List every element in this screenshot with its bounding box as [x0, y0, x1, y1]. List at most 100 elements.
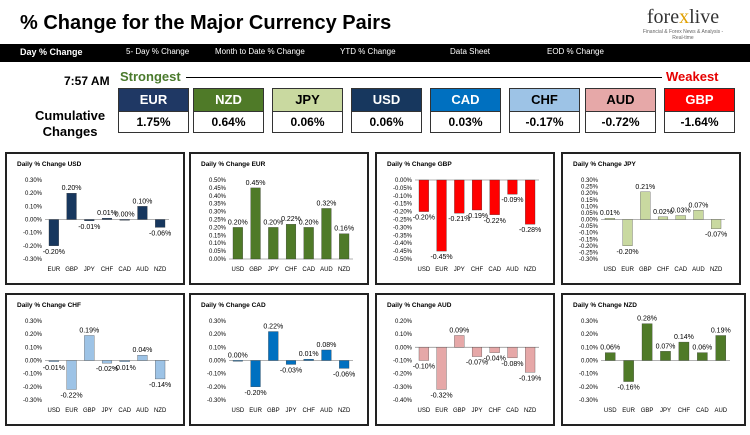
- y-tick-label: 0.30%: [25, 319, 43, 325]
- currency-code: JPY: [272, 88, 343, 112]
- currency-box-chf: CHF -0.17%: [509, 88, 580, 133]
- x-tick-label: USD: [232, 408, 245, 414]
- currency-change-value: 1.75%: [118, 112, 189, 133]
- bar-gbp: [268, 331, 279, 361]
- currency-code: AUD: [585, 88, 656, 112]
- x-tick-label: CHF: [101, 267, 114, 273]
- y-tick-label: 0.10%: [25, 204, 43, 210]
- x-tick-label: AUD: [320, 408, 333, 414]
- chart-title: Daily % Change NZD: [573, 302, 637, 309]
- data-label: 0.06%: [692, 345, 712, 352]
- currency-change-value: 0.64%: [193, 112, 264, 133]
- bar-aud: [137, 206, 148, 220]
- bar-chf: [471, 179, 483, 211]
- data-label: 0.01%: [600, 210, 620, 217]
- bar-nzd: [155, 219, 166, 228]
- data-label: -0.20%: [244, 390, 266, 397]
- y-tick-label: 0.00%: [209, 257, 227, 263]
- currency-change-value: 0.06%: [351, 112, 422, 133]
- bar-eur: [48, 219, 59, 246]
- chart-title: Daily % Change AUD: [387, 302, 452, 309]
- y-tick-label: -0.30%: [23, 398, 43, 404]
- chart-title: Daily % Change CAD: [201, 302, 266, 309]
- y-tick-label: 0.00%: [581, 359, 599, 365]
- bar-cad: [697, 352, 708, 361]
- weakest-label: Weakest: [666, 69, 719, 84]
- tab-5day-change[interactable]: 5- Day % Change: [126, 47, 190, 56]
- y-tick-label: -0.10%: [393, 194, 413, 200]
- x-tick-label: EUR: [65, 408, 78, 414]
- data-label: 0.32%: [316, 200, 336, 207]
- x-tick-label: CHF: [285, 267, 298, 273]
- y-tick-label: -0.25%: [579, 250, 599, 256]
- x-tick-label: GBP: [639, 267, 652, 273]
- data-label: 0.07%: [688, 202, 708, 209]
- data-label: 0.01%: [299, 351, 319, 358]
- x-tick-label: JPY: [471, 408, 482, 414]
- bar-eur: [436, 179, 447, 252]
- x-tick-label: CHF: [489, 408, 502, 414]
- tab-data-sheet[interactable]: Data Sheet: [450, 47, 491, 56]
- y-tick-label: -0.20%: [23, 385, 43, 391]
- tab-day-change[interactable]: Day % Change: [20, 47, 83, 57]
- data-label: 0.28%: [637, 316, 657, 323]
- currency-code: NZD: [193, 88, 264, 112]
- x-tick-label: USD: [604, 267, 617, 273]
- x-tick-label: EUR: [249, 408, 262, 414]
- y-tick-label: -0.40%: [393, 398, 413, 404]
- x-tick-label: USD: [604, 408, 617, 414]
- x-tick-label: JPY: [660, 408, 671, 414]
- bar-gbp: [66, 193, 77, 220]
- y-tick-label: -0.15%: [579, 237, 599, 243]
- bar-aud: [715, 335, 727, 361]
- x-tick-label: CAD: [118, 267, 131, 273]
- bar-usd: [232, 360, 243, 362]
- y-tick-label: 0.20%: [395, 319, 413, 325]
- bar-chf: [657, 216, 669, 220]
- bar-chart: 0.50%0.45%0.40%0.35%0.30%0.25%0.20%0.15%…: [209, 178, 354, 273]
- x-tick-label: AUD: [320, 267, 333, 273]
- y-tick-label: 0.20%: [25, 191, 43, 197]
- currency-code: GBP: [664, 88, 735, 112]
- data-label: -0.21%: [448, 216, 470, 223]
- bar-usd: [604, 352, 616, 361]
- x-tick-label: GBP: [267, 408, 280, 414]
- data-label: -0.02%: [96, 366, 118, 373]
- currency-code: CHF: [509, 88, 580, 112]
- x-tick-label: EUR: [435, 267, 448, 273]
- bar-chart: 0.30%0.20%0.10%0.00%-0.10%-0.20%-0.30%-0…: [23, 178, 171, 273]
- data-label: -0.06%: [149, 230, 171, 237]
- data-label: 0.08%: [316, 342, 336, 349]
- bar-chf: [303, 359, 314, 361]
- tab-ytd-change[interactable]: YTD % Change: [340, 47, 396, 56]
- page-title: % Change for the Major Currency Pairs: [20, 12, 392, 34]
- y-tick-label: -0.30%: [207, 398, 227, 404]
- tab-month-to-date[interactable]: Month to Date % Change: [215, 47, 305, 56]
- y-tick-label: -0.10%: [579, 372, 599, 378]
- cumulative-label-line2: Changes: [42, 124, 98, 139]
- x-tick-label: CAD: [302, 267, 315, 273]
- data-label: -0.04%: [484, 356, 506, 363]
- bar-nzd: [525, 347, 536, 373]
- bar-aud: [507, 179, 518, 195]
- y-tick-label: -0.30%: [393, 385, 413, 391]
- data-label: -0.28%: [519, 227, 541, 234]
- bar-chart: 0.30%0.20%0.10%0.00%-0.10%-0.20%-0.30%-0…: [23, 319, 171, 414]
- chart-title: Daily % Change CHF: [17, 302, 81, 309]
- forexlive-logo[interactable]: forexlive Financial & Forex News & Analy…: [638, 6, 728, 41]
- y-tick-label: -0.30%: [579, 398, 599, 404]
- chart-panel-3: Daily % Change GBP 0.00% -0.05% -0.10% -0.15…: [375, 152, 555, 285]
- y-tick-label: 0.35%: [209, 202, 227, 208]
- logo-text-b: live: [689, 6, 720, 28]
- y-tick-label: 0.00%: [209, 359, 227, 365]
- chart-title: Daily % Change GBP: [387, 161, 452, 168]
- tab-eod-change[interactable]: EOD % Change: [547, 47, 604, 56]
- data-label: -0.20%: [43, 249, 65, 256]
- data-label: 0.20%: [299, 219, 319, 226]
- x-tick-label: USD: [232, 267, 245, 273]
- y-tick-label: 0.15%: [581, 198, 599, 204]
- y-tick-label: 0.10%: [581, 345, 599, 351]
- data-label: -0.19%: [519, 375, 541, 382]
- data-label: -0.16%: [618, 385, 640, 392]
- x-tick-label: CAD: [488, 267, 501, 273]
